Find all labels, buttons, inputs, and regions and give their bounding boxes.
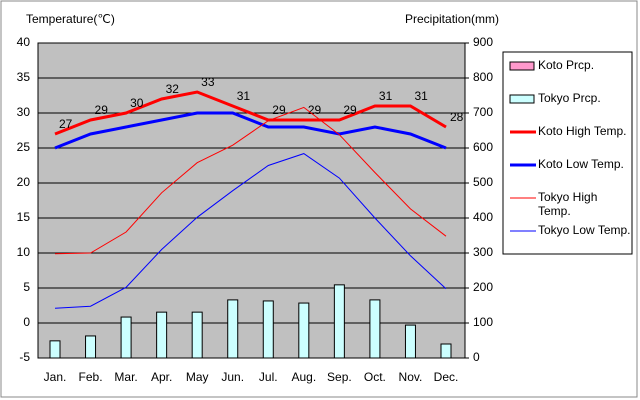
x-tick-label: Dec. xyxy=(434,370,459,384)
bar xyxy=(369,299,381,359)
x-tick-label: Aug. xyxy=(291,370,316,384)
plot-area xyxy=(37,42,466,359)
data-label: 30 xyxy=(130,96,144,110)
bar xyxy=(298,302,310,359)
x-tick-label: May xyxy=(186,370,209,384)
y-tick-label: 0 xyxy=(23,315,30,329)
bar xyxy=(333,284,345,359)
data-label: 29 xyxy=(343,103,357,117)
bar xyxy=(191,311,203,359)
y-tick-label: 35 xyxy=(17,70,31,84)
legend-label: Tokyo High Temp. xyxy=(538,190,601,218)
y-tick-label: -5 xyxy=(19,350,30,364)
data-label: 27 xyxy=(59,117,73,131)
x-tick-label: Jun. xyxy=(221,370,244,384)
data-label: 31 xyxy=(414,89,428,103)
y2-tick-label: 100 xyxy=(473,315,493,329)
y2-tick-label: 400 xyxy=(473,210,493,224)
bar xyxy=(227,299,239,359)
bar xyxy=(262,300,274,359)
bar xyxy=(156,311,168,359)
y-tick-label: 5 xyxy=(23,280,30,294)
x-tick-label: Jan. xyxy=(44,370,67,384)
y2-tick-label: 600 xyxy=(473,140,493,154)
y-tick-label: 30 xyxy=(17,105,31,119)
y2-tick-label: 700 xyxy=(473,105,493,119)
legend-label: Tokyo Low Temp. xyxy=(538,223,631,237)
x-tick-label: Sep. xyxy=(327,370,352,384)
legend-label: Koto High Temp. xyxy=(538,124,627,138)
y2-tick-label: 200 xyxy=(473,280,493,294)
legend-box xyxy=(502,51,633,255)
x-tick-label: Feb. xyxy=(79,370,103,384)
x-tick-label: Mar. xyxy=(114,370,137,384)
data-label: 29 xyxy=(272,103,286,117)
bar xyxy=(404,324,416,359)
legend-label: Tokyo Prcp. xyxy=(538,91,601,105)
x-tick-label: Jul. xyxy=(259,370,278,384)
y-tick-label: 20 xyxy=(17,175,31,189)
legend-label: Koto Prcp. xyxy=(538,58,594,72)
legend-swatch xyxy=(509,61,535,71)
y2-tick-label: 900 xyxy=(473,35,493,49)
y-tick-label: 15 xyxy=(17,210,31,224)
line xyxy=(54,111,447,150)
y-axis-title: Temperature(℃) xyxy=(26,12,115,26)
bar xyxy=(120,316,132,359)
line xyxy=(54,90,447,136)
y2-tick-label: 500 xyxy=(473,175,493,189)
y2-tick-label: 0 xyxy=(473,350,480,364)
x-tick-label: Nov. xyxy=(399,370,423,384)
bar xyxy=(440,343,452,359)
x-tick-label: Oct. xyxy=(364,370,386,384)
data-label: 31 xyxy=(237,89,251,103)
data-label: 31 xyxy=(379,89,393,103)
data-label: 28 xyxy=(450,110,464,124)
line xyxy=(54,106,447,255)
y-tick-label: 40 xyxy=(17,35,31,49)
y2-tick-label: 800 xyxy=(473,70,493,84)
bar xyxy=(49,340,61,359)
data-label: 29 xyxy=(95,103,109,117)
y2-tick-label: 300 xyxy=(473,245,493,259)
legend-swatch xyxy=(509,94,535,104)
x-tick-label: Apr. xyxy=(151,370,172,384)
y-tick-label: 10 xyxy=(17,245,31,259)
data-label: 29 xyxy=(308,103,322,117)
bar xyxy=(85,335,97,359)
line xyxy=(54,153,447,309)
legend-label: Koto Low Temp. xyxy=(538,157,624,171)
data-label: 32 xyxy=(166,82,180,96)
y-tick-label: 25 xyxy=(17,140,31,154)
y2-axis-title: Precipitation(mm) xyxy=(405,12,499,26)
data-label: 33 xyxy=(201,75,215,89)
